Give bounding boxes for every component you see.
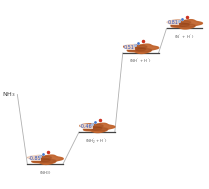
Polygon shape bbox=[80, 123, 115, 133]
Polygon shape bbox=[92, 128, 108, 131]
Polygon shape bbox=[131, 45, 147, 48]
Polygon shape bbox=[175, 21, 191, 24]
Polygon shape bbox=[127, 47, 146, 51]
Polygon shape bbox=[41, 159, 56, 163]
Polygon shape bbox=[136, 48, 151, 52]
Polygon shape bbox=[124, 44, 159, 53]
Text: (NH$_3$): (NH$_3$) bbox=[39, 169, 51, 177]
Polygon shape bbox=[167, 20, 203, 29]
Text: (N$^\cdot$ + H$^\cdot$): (N$^\cdot$ + H$^\cdot$) bbox=[174, 34, 195, 41]
Polygon shape bbox=[83, 126, 102, 130]
Polygon shape bbox=[28, 155, 63, 164]
Polygon shape bbox=[180, 24, 195, 27]
Text: (NH$^\cdot$ + H$^\cdot$): (NH$^\cdot$ + H$^\cdot$) bbox=[129, 58, 152, 65]
Text: 0.51: 0.51 bbox=[124, 45, 135, 50]
Text: -0.85: -0.85 bbox=[28, 156, 41, 161]
Text: -0.46: -0.46 bbox=[80, 124, 93, 129]
Polygon shape bbox=[36, 156, 51, 159]
Text: 0.81: 0.81 bbox=[168, 20, 178, 25]
Polygon shape bbox=[171, 23, 189, 27]
Polygon shape bbox=[88, 124, 103, 128]
Text: NH$_3$: NH$_3$ bbox=[2, 90, 15, 99]
Polygon shape bbox=[31, 158, 50, 162]
Text: (NH$_2^\cdot$ + H$^\cdot$): (NH$_2^\cdot$ + H$^\cdot$) bbox=[85, 137, 108, 146]
